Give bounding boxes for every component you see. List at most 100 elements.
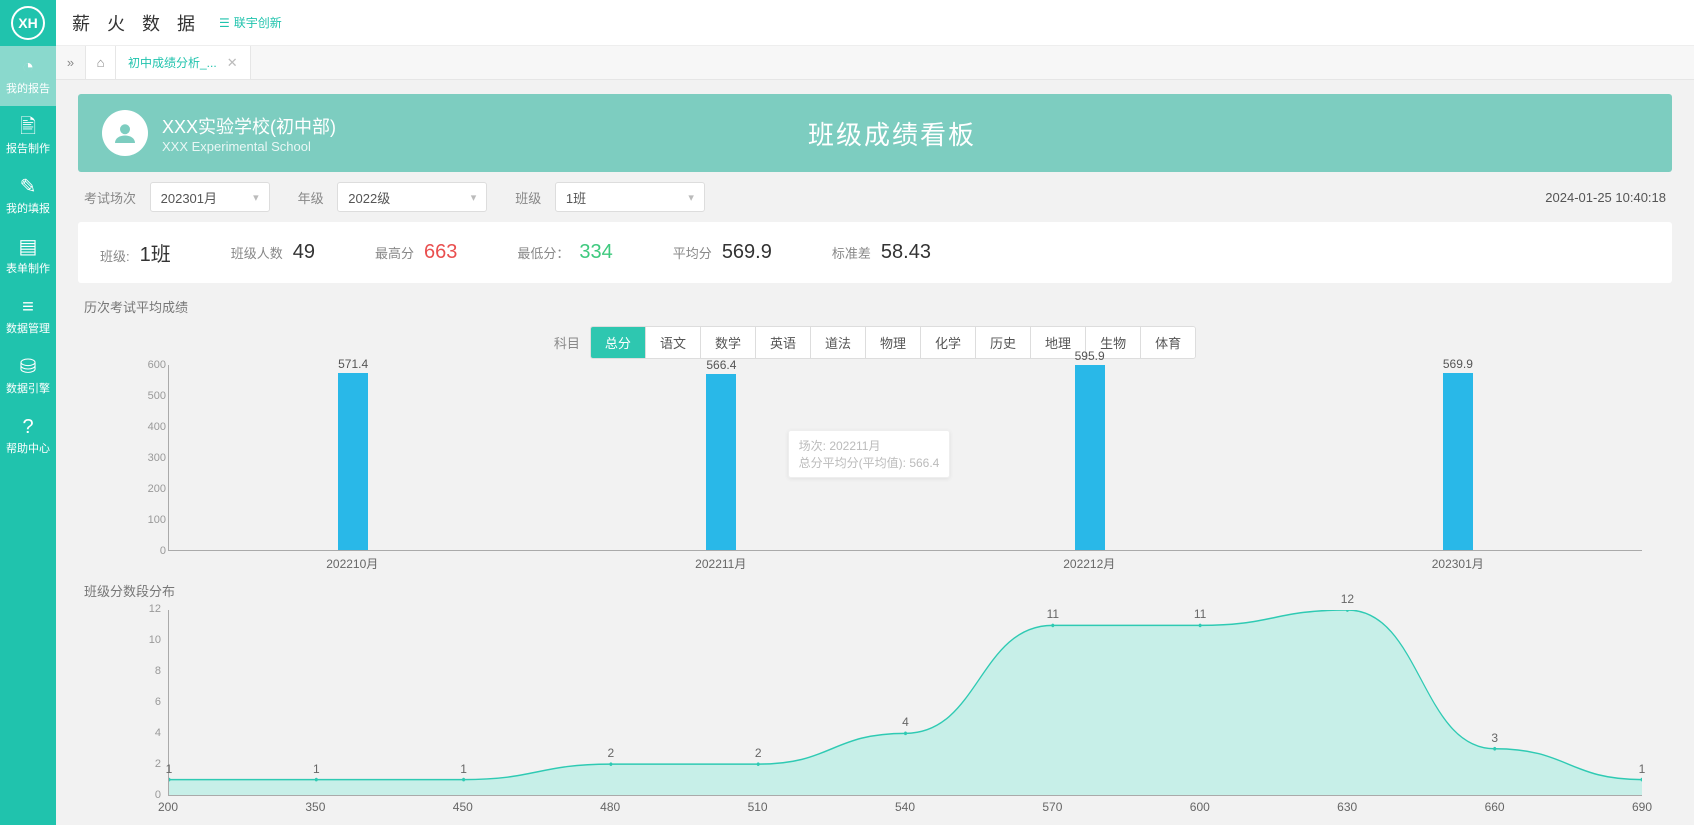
- subject-tab-总分[interactable]: 总分: [591, 327, 646, 358]
- y-tick: 100: [148, 514, 166, 526]
- area-chart: 02468101211122411111231 2003504504805105…: [168, 610, 1642, 820]
- bar-202212月[interactable]: 595.9: [1070, 349, 1110, 550]
- home-tab[interactable]: ⌂: [86, 46, 116, 79]
- sidebar: XH ◔我的报告🖹报告制作✎我的填报▤表单制作≡数据管理⛁数据引擎?帮助中心: [0, 0, 56, 825]
- bar-plot: 571.4566.4595.9569.9 场次: 202211月 总分平均分(平…: [168, 365, 1642, 551]
- tab-report[interactable]: 初中成绩分析_... ✕: [116, 46, 251, 79]
- nav-label: 帮助中心: [6, 443, 50, 455]
- stat-avg-value: 569.9: [722, 241, 772, 263]
- subject-tab-数学[interactable]: 数学: [701, 327, 756, 358]
- sidebar-item-2[interactable]: ✎我的填报: [0, 166, 56, 226]
- area-point-label: 1: [313, 762, 320, 776]
- sidebar-item-3[interactable]: ▤表单制作: [0, 226, 56, 286]
- bar-x-axis: 202210月202211月202212月202301月: [168, 555, 1642, 575]
- area-point-label: 11: [1194, 607, 1206, 621]
- area-point: [1199, 624, 1202, 628]
- nav-icon: ▤: [0, 236, 56, 258]
- tabs-collapse-button[interactable]: »: [56, 46, 86, 79]
- select-grade[interactable]: 2022级 ▾: [337, 182, 487, 212]
- select-exam[interactable]: 202301月 ▾: [150, 182, 270, 212]
- nav-icon: ◔: [0, 56, 56, 78]
- y-tick: 300: [148, 452, 166, 464]
- bar-value-label: 595.9: [1075, 349, 1105, 363]
- area-point-label: 1: [166, 762, 173, 776]
- school-icon: [102, 110, 148, 156]
- nav-label: 数据引擎: [6, 383, 50, 395]
- chevron-down-icon: ▾: [253, 191, 259, 204]
- filter-exam-label: 考试场次: [84, 191, 136, 206]
- sidebar-item-6[interactable]: ?帮助中心: [0, 406, 56, 466]
- brand-title: 薪 火 数 据: [72, 10, 201, 36]
- subject-tab-历史[interactable]: 历史: [976, 327, 1031, 358]
- y-tick: 500: [148, 390, 166, 402]
- area-point: [757, 762, 760, 766]
- y-tick: 600: [148, 359, 166, 371]
- tabstrip: » ⌂ 初中成绩分析_... ✕: [56, 46, 1694, 80]
- stat-max-label: 最高分: [375, 246, 414, 261]
- brand-link-label: 联宇创新: [234, 14, 282, 31]
- y-tick: 0: [160, 545, 166, 557]
- sidebar-item-0[interactable]: ◔ 我的报告: [0, 46, 56, 106]
- area-point-label: 1: [460, 762, 467, 776]
- area-point-label: 11: [1047, 607, 1059, 621]
- close-icon[interactable]: ✕: [227, 55, 238, 71]
- stat-avg-label: 平均分: [673, 246, 712, 261]
- subject-tab-化学[interactable]: 化学: [921, 327, 976, 358]
- subject-tab-体育[interactable]: 体育: [1141, 327, 1195, 358]
- school-name-cn: XXX实验学校(初中部): [162, 113, 336, 139]
- chart-tooltip: 场次: 202211月 总分平均分(平均值): 566.4: [788, 430, 951, 478]
- area-point: [904, 731, 907, 735]
- school-name-en: XXX Experimental School: [162, 139, 336, 154]
- bar-value-label: 569.9: [1443, 357, 1473, 371]
- select-class-value: 1班: [566, 188, 586, 207]
- filter-row: 考试场次 202301月 ▾ 年级 2022级 ▾ 班级: [78, 172, 1672, 222]
- sidebar-item-5[interactable]: ⛁ 数据引擎: [0, 346, 56, 406]
- nav-icon: ⛁: [0, 356, 56, 378]
- filter-grade-label: 年级: [298, 191, 324, 206]
- stat-min-value: 334: [579, 241, 612, 263]
- area-x-axis: 200350450480510540570600630660690: [168, 800, 1642, 820]
- nav-label: 我的报告: [6, 83, 50, 95]
- y-tick: 400: [148, 421, 166, 433]
- subject-tab-道法[interactable]: 道法: [811, 327, 866, 358]
- brand-link[interactable]: ☰ 联宇创新: [219, 14, 282, 31]
- area-y-tick: 10: [149, 634, 169, 646]
- top-bar: 薪 火 数 据 ☰ 联宇创新: [56, 0, 1694, 46]
- section-avg-title: 历次考试平均成绩: [84, 297, 1672, 316]
- chevron-down-icon: ▾: [688, 191, 694, 204]
- filter-class-label: 班级: [515, 191, 541, 206]
- stat-min-label: 最低分：: [517, 246, 569, 261]
- nav-icon: 🖹: [0, 116, 56, 138]
- tab-label: 初中成绩分析_...: [128, 54, 217, 71]
- nav-label: 我的填报: [6, 203, 50, 215]
- area-point-label: 4: [902, 715, 909, 729]
- link-icon: ☰: [219, 16, 230, 30]
- area-y-tick: 4: [155, 727, 169, 739]
- bar-value-label: 571.4: [338, 357, 368, 371]
- bar-202211月[interactable]: 566.4: [701, 358, 741, 550]
- dashboard-title: 班级成绩看板: [336, 115, 1448, 152]
- content: XXX实验学校(初中部) XXX Experimental School 班级成…: [56, 80, 1694, 825]
- select-class[interactable]: 1班 ▾: [555, 182, 705, 212]
- x-label: 202301月: [1428, 555, 1488, 575]
- subject-tab-英语[interactable]: 英语: [756, 327, 811, 358]
- subject-tab-物理[interactable]: 物理: [866, 327, 921, 358]
- area-x-label: 510: [748, 800, 768, 814]
- area-point-label: 12: [1341, 592, 1354, 606]
- bar-202301月[interactable]: 569.9: [1438, 357, 1478, 550]
- bar-rect: [706, 374, 736, 550]
- chevron-down-icon: ▾: [471, 191, 477, 204]
- subject-tab-语文[interactable]: 语文: [646, 327, 701, 358]
- sidebar-item-4[interactable]: ≡数据管理: [0, 286, 56, 346]
- banner: XXX实验学校(初中部) XXX Experimental School 班级成…: [78, 94, 1672, 172]
- stat-class-value: 1班: [140, 244, 171, 266]
- area-x-label: 480: [600, 800, 620, 814]
- area-y-tick: 12: [149, 603, 169, 615]
- area-x-label: 690: [1632, 800, 1652, 814]
- area-point: [609, 762, 612, 766]
- sidebar-item-1[interactable]: 🖹报告制作: [0, 106, 56, 166]
- area-point: [462, 778, 465, 782]
- area-y-tick: 6: [155, 696, 169, 708]
- school-name-block: XXX实验学校(初中部) XXX Experimental School: [162, 113, 336, 154]
- bar-202210月[interactable]: 571.4: [333, 357, 373, 550]
